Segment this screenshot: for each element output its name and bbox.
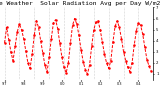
Title: Milwaukee Weather  Solar Radiation Avg per Day W/m2/minute: Milwaukee Weather Solar Radiation Avg pe… xyxy=(0,1,160,6)
